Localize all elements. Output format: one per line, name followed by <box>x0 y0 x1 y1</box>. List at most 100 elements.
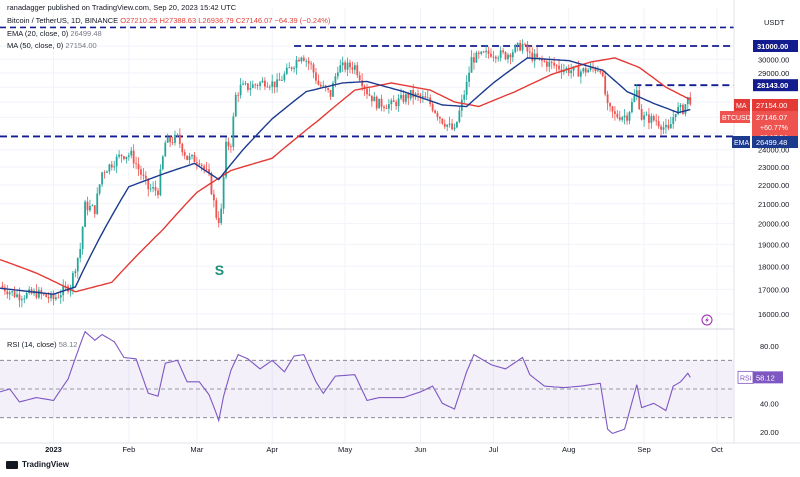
candle-body <box>149 188 152 190</box>
ema-legend[interactable]: EMA (20, close, 0) 26499.48 <box>7 29 102 38</box>
rsi-pane <box>0 330 734 435</box>
rsi-line <box>0 330 691 435</box>
candle-body <box>611 106 614 112</box>
candle-body <box>640 109 643 120</box>
candle-body <box>623 115 626 118</box>
candle-body <box>305 60 308 62</box>
candle-body <box>392 100 395 102</box>
symbol-line[interactable]: Bitcoin / TetherUS, 1D, BINANCE O27210.2… <box>7 16 330 25</box>
time-tick-label: 2023 <box>45 445 62 454</box>
candle-body <box>380 98 383 107</box>
candle-body <box>543 60 546 62</box>
candle-body <box>261 80 264 83</box>
candle-body <box>251 84 254 88</box>
candle-body <box>487 50 490 54</box>
price-tick-label: 22000.00 <box>758 181 789 190</box>
candle-body <box>596 70 599 72</box>
candle-body <box>234 94 237 117</box>
time-tick-label: Jul <box>489 445 499 454</box>
candle-body <box>672 117 675 124</box>
candle-body <box>222 176 225 209</box>
badge-value: 26499.48 <box>756 138 787 147</box>
candle-body <box>526 43 529 52</box>
candle-body <box>349 62 351 68</box>
candle-body <box>361 80 364 87</box>
candle-body <box>458 110 461 122</box>
time-axis[interactable]: 2023 Feb Mar Apr May Jun Jul Aug Sep Oct <box>0 442 800 454</box>
candle-body <box>509 54 512 58</box>
candle-body <box>533 53 536 61</box>
candle-body <box>283 73 286 81</box>
candle-body <box>463 94 466 100</box>
candle-body <box>373 96 376 102</box>
candle-body <box>254 84 257 86</box>
candle-body <box>93 205 96 214</box>
rsi-tick-label: 20.00 <box>760 428 779 437</box>
lightning-icon[interactable] <box>701 314 713 326</box>
candle-body <box>499 50 502 58</box>
candle-body <box>86 201 89 211</box>
time-tick-label: Oct <box>711 445 724 454</box>
candle-body <box>558 65 560 70</box>
candle-body <box>52 293 55 300</box>
candle-body <box>108 164 111 172</box>
candle-body <box>186 155 189 160</box>
candle-body <box>648 114 650 123</box>
candle-body <box>259 82 261 86</box>
candle-body <box>397 98 400 107</box>
tradingview-brand[interactable]: TradingView <box>6 460 69 469</box>
candle-body <box>140 169 142 175</box>
candle-body <box>436 112 439 118</box>
candle-body <box>601 72 604 76</box>
candle-body <box>480 51 483 54</box>
candle-body <box>346 62 349 70</box>
candle-body <box>579 71 582 77</box>
candle-body <box>390 100 393 105</box>
candle-body <box>385 108 388 109</box>
candle-body <box>200 164 203 166</box>
candle-body <box>40 290 43 294</box>
candle-body <box>538 57 541 59</box>
brand-label: TradingView <box>22 460 69 469</box>
candle-body <box>485 50 487 53</box>
candle-body <box>18 294 21 301</box>
candle-body <box>524 43 526 45</box>
candle-body <box>667 124 670 129</box>
candle-body <box>271 81 274 87</box>
candle-body <box>407 94 410 99</box>
ohlc-values: O27210.25 H27388.63 L26936.79 C27146.07 … <box>120 16 331 25</box>
candle-body <box>50 293 52 299</box>
price-tick-label: 23000.00 <box>758 163 789 172</box>
candle-body <box>594 68 597 72</box>
candle-body <box>669 123 672 129</box>
candle-body <box>232 116 235 147</box>
badge-value: 27146.07 <box>756 113 787 122</box>
candle-body <box>45 294 48 298</box>
candle-body <box>460 99 463 111</box>
candle-body <box>154 187 157 191</box>
candle-body <box>682 104 684 114</box>
rsi-legend[interactable]: RSI (14, close) 58.12 <box>7 340 77 349</box>
candle-body <box>621 117 624 120</box>
candle-body <box>587 69 590 73</box>
candle-body <box>319 84 322 87</box>
candle-body <box>322 85 325 87</box>
candle-body <box>521 43 524 51</box>
candle-body <box>42 293 45 295</box>
candle-body <box>353 65 356 70</box>
candle-body <box>395 101 398 107</box>
candle-body <box>293 67 295 69</box>
candle-body <box>312 64 315 73</box>
candle-body <box>161 156 164 170</box>
candle-body <box>531 52 534 61</box>
candle-body <box>490 53 492 57</box>
ma-legend[interactable]: MA (50, close, 0) 27154.00 <box>7 41 97 50</box>
candle-body <box>47 297 50 299</box>
candle-body <box>59 295 62 298</box>
candle-body <box>565 68 568 70</box>
candle-body <box>336 72 339 77</box>
candle-body <box>225 141 227 177</box>
candle-body <box>412 90 415 98</box>
